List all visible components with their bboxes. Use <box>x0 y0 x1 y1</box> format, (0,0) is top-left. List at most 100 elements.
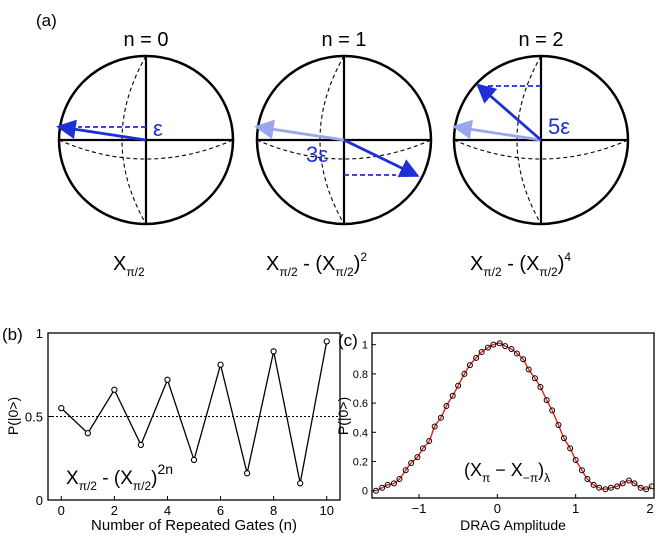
plot-b-xlabel: Number of Repeated Gates (n) <box>91 517 297 534</box>
plot-c-point <box>484 344 491 351</box>
state-vector-arrow <box>476 83 542 142</box>
panel-b: (b) 0 2 4 6 8 10 0 0.5 1 Number of Repeated Gate… <box>2 325 341 534</box>
plot-b-point <box>190 456 198 464</box>
plot-c-point <box>513 350 520 357</box>
plot-c-ytick-label: 0.2 <box>353 456 368 468</box>
plot-c-point <box>419 445 426 452</box>
plot-c-xtick-label: 1 <box>572 501 579 516</box>
plot-c-point <box>602 486 609 493</box>
plot-b-xtick-label: 4 <box>164 503 171 518</box>
plot-c-point <box>625 477 632 484</box>
plot-c-point <box>525 366 532 373</box>
plot-c-point <box>578 467 585 474</box>
sphere-title-n2: n = 2 <box>518 29 563 51</box>
plot-c-point <box>473 354 480 361</box>
plot-c-ytick-label: 0.6 <box>353 398 368 410</box>
bloch-sphere-n0: n = 0 ε Xπ/2 <box>56 29 235 279</box>
panel-b-label: (b) <box>2 325 23 344</box>
gate-caption-n0: Xπ/2 <box>113 253 145 279</box>
panel-c-label: (c) <box>338 331 358 350</box>
plot-b-xtick-label: 10 <box>319 503 333 518</box>
plot-c-point <box>390 480 397 487</box>
plot-c-point <box>648 483 655 490</box>
plot-c-point <box>614 483 621 490</box>
plot-c-point <box>549 407 556 414</box>
plot-c-point <box>396 476 403 483</box>
plot-c-point <box>584 476 591 483</box>
plot-b-annotation: Xπ/2 - (Xπ/2)2n <box>66 461 173 493</box>
plot-c-point <box>379 484 386 491</box>
plot-b-ytick-label: 0 <box>36 493 43 508</box>
plot-c-point <box>437 414 444 421</box>
plot-b-ylabel: P(|0>) <box>5 397 21 435</box>
plot-c-point <box>572 457 579 464</box>
plot-c-point <box>596 484 603 491</box>
plot-c-point <box>466 362 473 369</box>
gate-caption-n2: Xπ/2 - (Xπ/2)4 <box>470 250 571 279</box>
plot-b-point <box>84 430 91 437</box>
plot-b-xtick-label: 8 <box>270 503 277 518</box>
plot-b-xtick-label: 6 <box>217 503 224 518</box>
bloch-sphere-n1: n = 1 3ε Xπ/2 - (Xπ/2)2 <box>254 29 433 279</box>
plot-c-xtick-label: 0 <box>494 501 501 516</box>
plot-b-point <box>58 404 65 412</box>
state-vector-arrow <box>56 119 147 142</box>
plot-c-point <box>372 487 379 494</box>
faded-state-vector-arrow <box>452 119 542 142</box>
plot-c-point <box>643 486 650 493</box>
sphere-title-n0: n = 0 <box>123 29 168 51</box>
plot-b-point <box>270 348 277 355</box>
plot-b-ytick-label: 0.5 <box>25 410 43 425</box>
plot-b-ticks: 0 2 4 6 8 10 0 0.5 1 <box>25 326 334 518</box>
plot-c-annotation: (Xπ − X−π)λ <box>464 460 550 485</box>
plot-c-point <box>443 403 450 410</box>
panel-a: (a) n = 0 ε Xπ/2 n = 1 3ε Xπ/2 - <box>36 11 630 279</box>
plot-c-point <box>567 445 574 452</box>
plot-b-point <box>323 338 330 345</box>
plot-c-point <box>502 343 509 350</box>
plot-c-point <box>520 356 527 363</box>
plot-c-ticks: −1 0 1 2 0 0.2 0.4 0.6 0.8 1 <box>353 340 655 516</box>
meridian <box>121 55 147 225</box>
plot-c-point <box>408 459 415 466</box>
plot-c-point <box>455 382 462 389</box>
plot-b-point <box>164 376 171 383</box>
error-label: ε <box>153 116 163 141</box>
plot-c-xtick-label: 2 <box>646 501 653 516</box>
plot-c-point <box>607 484 614 491</box>
sphere-title-n1: n = 1 <box>321 29 366 51</box>
plot-c-point <box>619 480 626 487</box>
panel-a-label: (a) <box>36 11 57 30</box>
plot-c-point <box>508 346 515 353</box>
panel-c: (c) −1 0 1 2 0 0.2 0.4 0.6 0.8 1 DRAG Amplitude P… <box>335 331 655 533</box>
plot-b-points <box>58 338 330 487</box>
faded-state-vector-arrow <box>254 119 345 142</box>
plot-b-point <box>137 441 145 449</box>
plot-c-point <box>496 340 503 347</box>
plot-c-point <box>402 467 409 474</box>
gate-caption-n1: Xπ/2 - (Xπ/2)2 <box>266 250 367 279</box>
plot-b-point <box>243 470 251 477</box>
plot-b-xtick-label: 0 <box>58 503 65 518</box>
plot-c-point <box>490 341 497 348</box>
plot-b-point <box>297 480 304 487</box>
bloch-sphere-n2: n = 2 5ε Xπ/2 - (Xπ/2)4 <box>452 29 630 279</box>
plot-c-points <box>372 340 655 494</box>
plot-c-fit-curve <box>375 342 653 492</box>
plot-b-point <box>217 361 224 368</box>
plot-c-point <box>631 480 638 487</box>
plot-c-point <box>431 423 438 430</box>
plot-c-ytick-label: 0.8 <box>353 369 368 381</box>
error-label: 5ε <box>548 114 570 139</box>
plot-b-point <box>111 386 118 393</box>
plot-c-point <box>426 438 433 445</box>
plot-c-point <box>637 484 644 491</box>
plot-c-point <box>384 481 391 488</box>
plot-c-point <box>543 397 550 404</box>
state-vector-arrow <box>343 138 420 177</box>
plot-c-point <box>531 375 538 382</box>
plot-c-point <box>590 481 597 488</box>
equator-front <box>256 139 432 160</box>
meridian <box>516 55 542 225</box>
